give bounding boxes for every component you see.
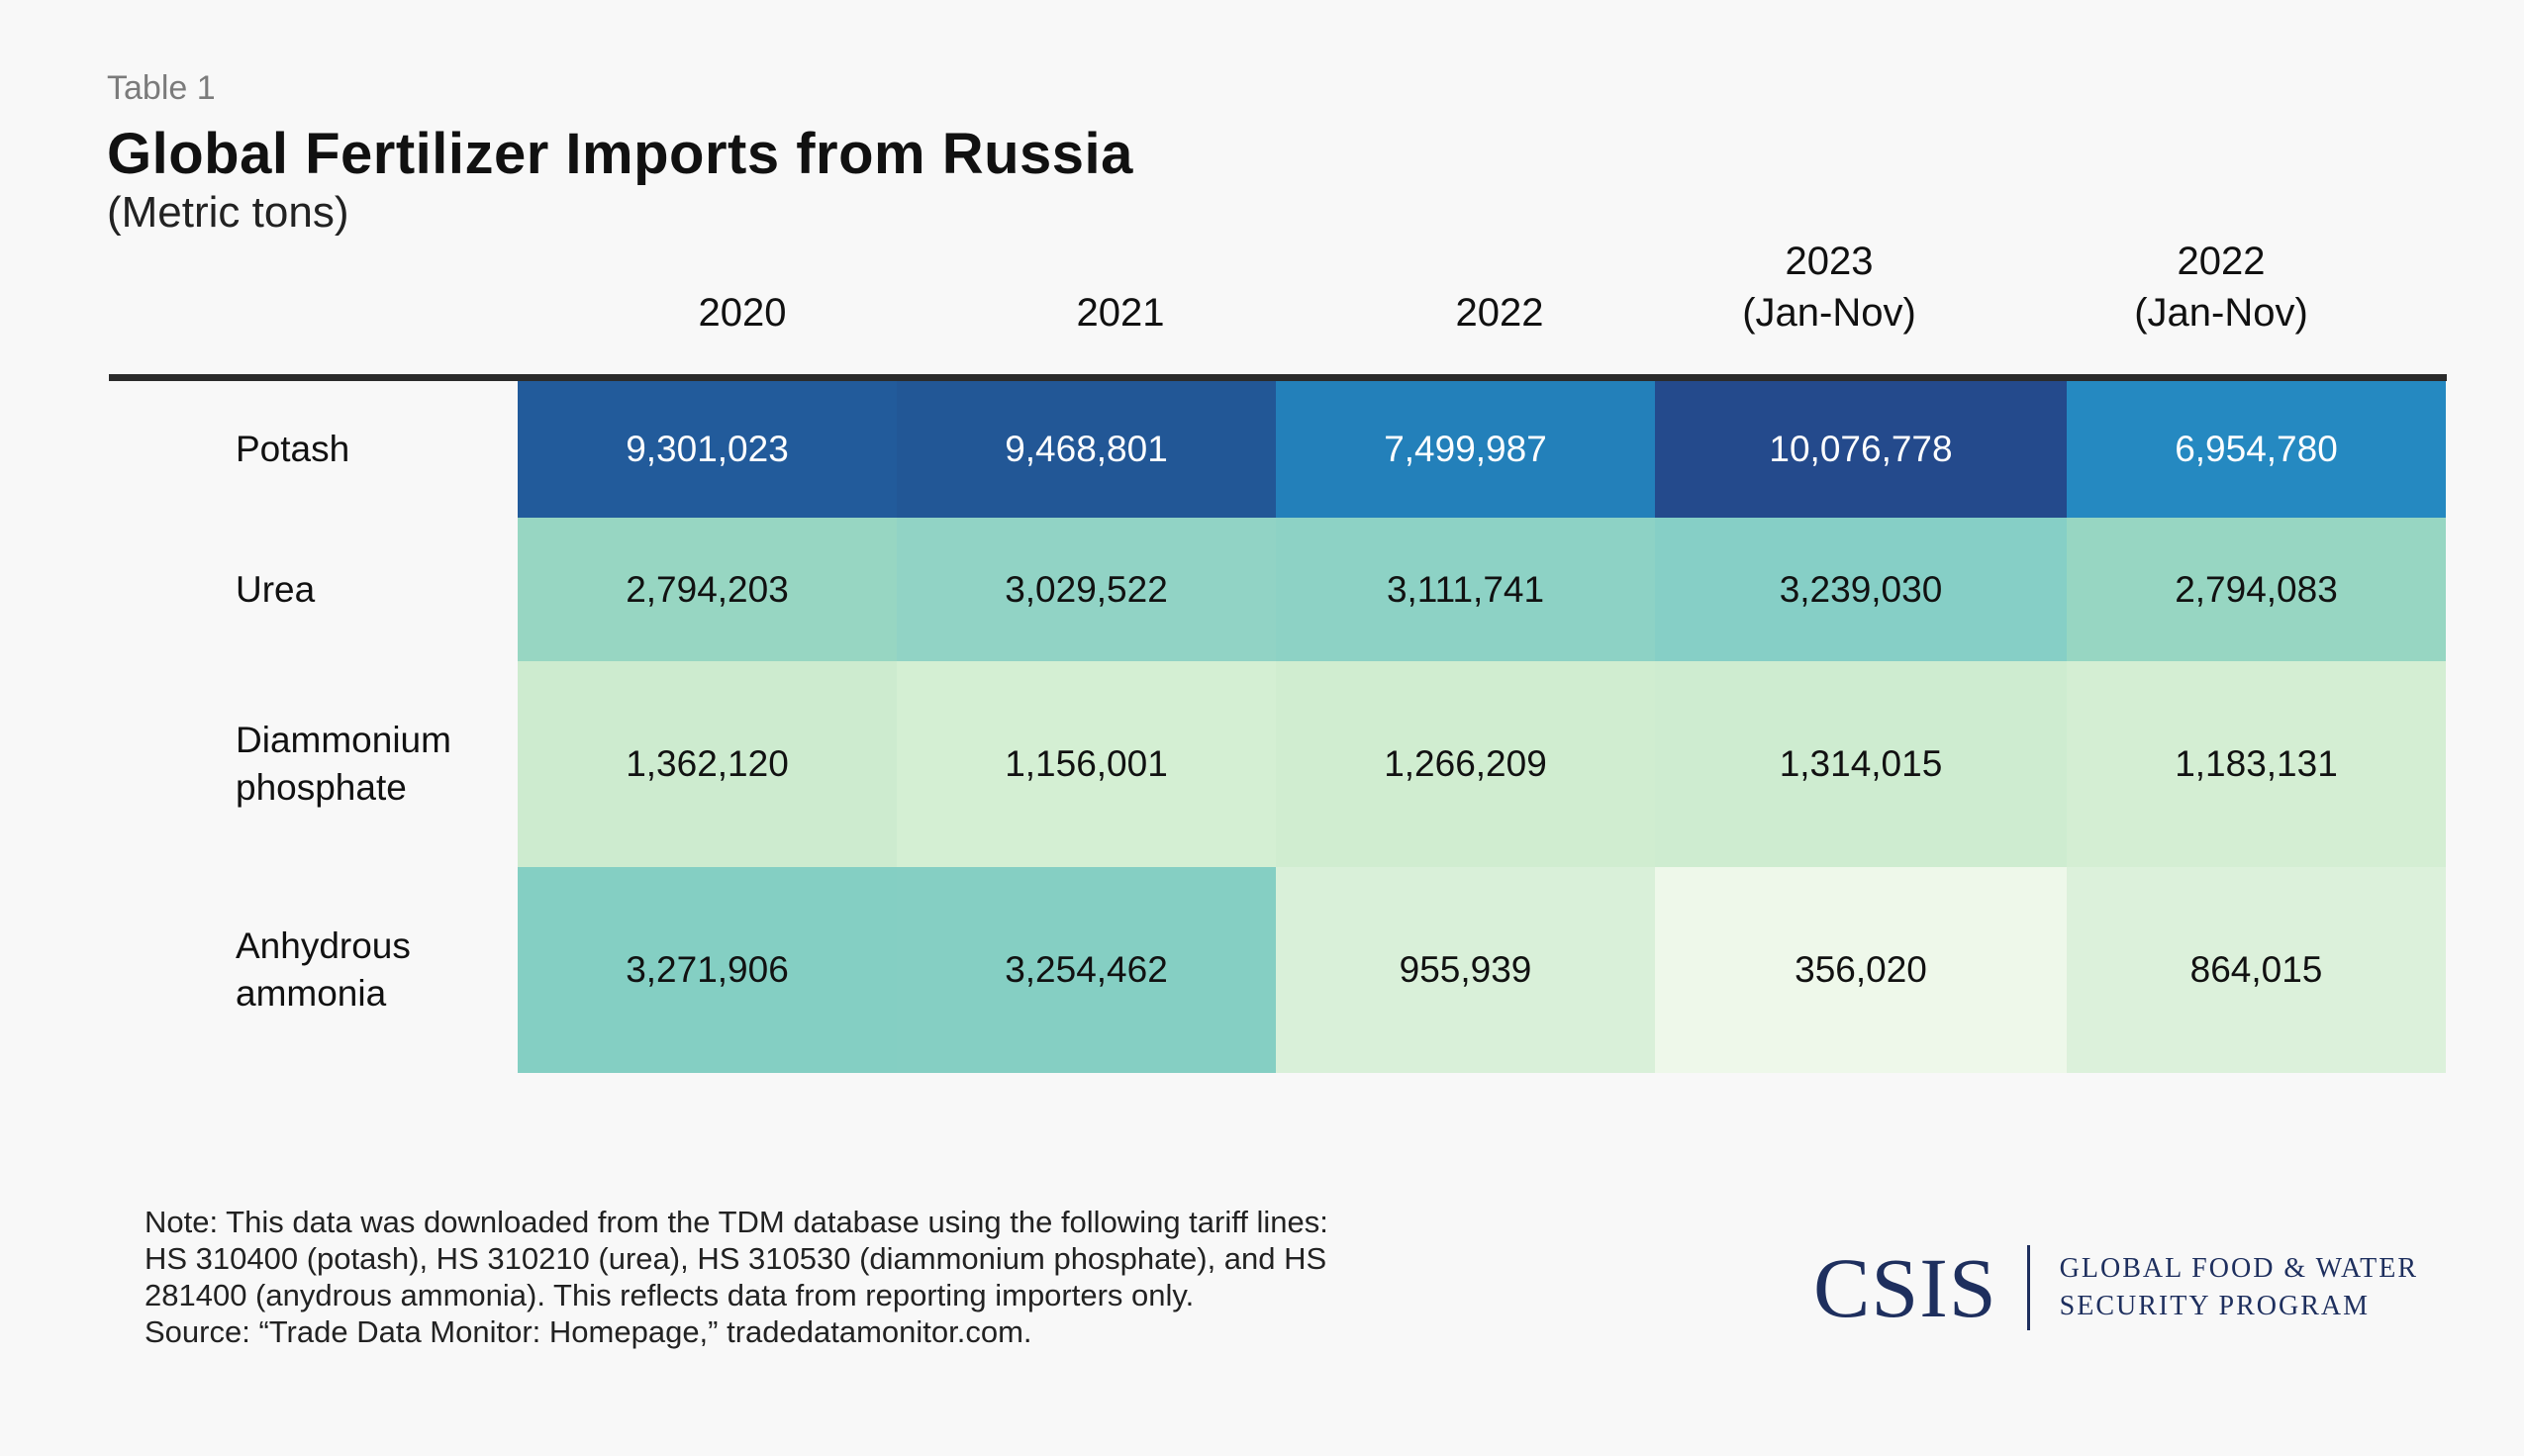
table-cell: 6,954,780 xyxy=(2067,381,2446,518)
note-line: 281400 (anydrous ammonia). This reflects… xyxy=(145,1278,1195,1312)
csis-logo: CSIS GLOBAL FOOD & WATER SECURITY PROGRA… xyxy=(1813,1242,2418,1333)
program-name: GLOBAL FOOD & WATER SECURITY PROGRAM xyxy=(2060,1250,2418,1325)
table-subtitle: (Metric tons) xyxy=(107,188,349,237)
logo-divider xyxy=(2026,1245,2030,1330)
table-cell: 1,266,209 xyxy=(1276,661,1655,867)
column-header-line1 xyxy=(1351,236,1648,287)
row-label: Urea xyxy=(236,568,316,610)
row-label: Anhydrous ammonia xyxy=(236,925,411,1014)
table-cell: 2,794,203 xyxy=(518,518,897,661)
program-name-line: GLOBAL FOOD & WATER xyxy=(2059,1253,2419,1284)
source-line: Source: “Trade Data Monitor: Homepage,” … xyxy=(145,1314,1032,1349)
row-label: Diammonium phosphate xyxy=(236,720,451,808)
table-cell: 955,939 xyxy=(1276,867,1655,1073)
note: Note: This data was downloaded from the … xyxy=(145,1204,1431,1350)
column-header-line2: (Jan-Nov) xyxy=(2134,291,2308,335)
table-cell: 10,076,778 xyxy=(1655,381,2067,518)
table-cell: 3,029,522 xyxy=(897,518,1276,661)
column-header: 2021 xyxy=(972,236,1269,339)
header-rule xyxy=(109,374,2447,381)
column-header-line1: 2023 xyxy=(1785,240,1874,283)
table-cell: 1,362,120 xyxy=(518,661,897,867)
table-cell: 7,499,987 xyxy=(1276,381,1655,518)
column-header-line1 xyxy=(594,236,891,287)
table-cell: 1,183,131 xyxy=(2067,661,2446,867)
column-header-line2: 2020 xyxy=(698,291,787,335)
column-header-line2: (Jan-Nov) xyxy=(1742,291,1916,335)
column-header-line2: 2022 xyxy=(1455,291,1544,335)
table-cell: 3,111,741 xyxy=(1276,518,1655,661)
column-header: 2020 xyxy=(594,236,891,339)
table-cell: 9,301,023 xyxy=(518,381,897,518)
column-header-line1: 2022 xyxy=(2177,240,2266,283)
column-header: 2022 xyxy=(1351,236,1648,339)
csis-wordmark: CSIS xyxy=(1813,1240,1997,1335)
column-header-line1 xyxy=(972,236,1269,287)
table-cell: 2,794,083 xyxy=(2067,518,2446,661)
table-title: Global Fertilizer Imports from Russia xyxy=(107,122,1133,186)
table-cell: 9,468,801 xyxy=(897,381,1276,518)
table-cell: 356,020 xyxy=(1655,867,2067,1073)
table-cell: 864,015 xyxy=(2067,867,2446,1073)
row-label: Potash xyxy=(236,429,350,469)
column-header: 2023 (Jan-Nov) xyxy=(1681,236,1978,339)
column-header-line2: 2021 xyxy=(1076,291,1165,335)
table-cell: 3,239,030 xyxy=(1655,518,2067,661)
program-name-line: SECURITY PROGRAM xyxy=(2059,1291,2371,1321)
table-cell: 3,271,906 xyxy=(518,867,897,1073)
note-line: HS 310400 (potash), HS 310210 (urea), HS… xyxy=(145,1241,1327,1276)
column-header: 2022 (Jan-Nov) xyxy=(2073,236,2370,339)
table-cell: 3,254,462 xyxy=(897,867,1276,1073)
note-line: Note: This data was downloaded from the … xyxy=(145,1205,1328,1239)
table-label: Table 1 xyxy=(107,69,216,107)
table-cell: 1,314,015 xyxy=(1655,661,2067,867)
table-cell: 1,156,001 xyxy=(897,661,1276,867)
